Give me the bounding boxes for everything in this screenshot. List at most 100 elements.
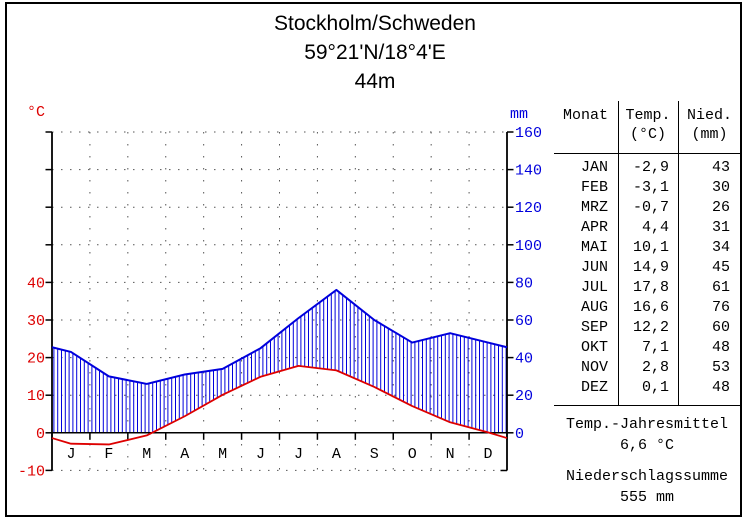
y-left-unit-label: °C [27, 104, 45, 121]
month-label: J [256, 446, 265, 463]
cell-month: JUL [580, 279, 608, 296]
station-coordinates: 59°21'N/18°4'E [304, 41, 446, 64]
month-label: M [218, 446, 227, 463]
month-label: O [408, 446, 417, 463]
cell-month: SEP [580, 319, 608, 336]
annual-temp-value: 6,6 °C [619, 437, 674, 454]
annual-precip-value: 555 mm [619, 489, 674, 506]
cell-precip: 53 [711, 359, 730, 376]
cell-month: JUN [580, 259, 608, 276]
cell-temp: -0,7 [632, 199, 669, 216]
cell-precip: 26 [711, 199, 730, 216]
cell-precip: 30 [711, 179, 730, 196]
col-header-precip: Nied. [686, 107, 732, 124]
table-row: JAN -2,9 43 [553, 158, 741, 178]
cell-month: OKT [580, 339, 608, 356]
col-header-temp-unit: (°C) [629, 126, 666, 143]
cell-precip: 45 [711, 259, 730, 276]
cell-precip: 34 [711, 239, 730, 256]
cell-month: DEZ [580, 379, 608, 396]
cell-temp: 16,6 [632, 299, 669, 316]
cell-precip: 61 [711, 279, 730, 296]
cell-temp: 0,1 [641, 379, 669, 396]
y-right-tick-label: 60 [515, 313, 533, 330]
y-right-tick-label: 120 [515, 200, 542, 217]
table-row: DEZ 0,1 48 [553, 378, 741, 398]
annual-temp-label: Temp.-Jahresmittel [565, 416, 729, 433]
cell-month: FEB [580, 179, 608, 196]
table-body: JAN -2,9 43 FEB -3,1 30 MRZ -0,7 26 APR … [553, 144, 741, 398]
cell-temp: 4,4 [641, 219, 669, 236]
month-label: M [142, 446, 151, 463]
cell-month: NOV [580, 359, 608, 376]
y-right-tick-label: 0 [515, 426, 524, 443]
y-right-tick-label: 100 [515, 238, 542, 255]
y-left-tick-label: 40 [27, 275, 45, 292]
climate-table: Monat Temp. (°C) Nied. (mm) JAN -2,9 43 … [553, 100, 741, 398]
table-row: SEP 12,2 60 [553, 318, 741, 338]
y-right-tick-label: 40 [515, 351, 533, 368]
y-left-tick-label: 0 [36, 426, 45, 443]
cell-precip: 31 [711, 219, 730, 236]
cell-temp: 17,8 [632, 279, 669, 296]
table-row: MRZ -0,7 26 [553, 198, 741, 218]
station-title: Stockholm/Schweden [274, 12, 476, 35]
cell-month: JAN [580, 159, 608, 176]
month-label: S [370, 446, 379, 463]
precipitation-curve [51, 288, 508, 385]
y-left-tick-label: 10 [27, 388, 45, 405]
spacer [553, 456, 741, 466]
table-header: Monat Temp. (°C) Nied. (mm) [553, 100, 741, 144]
col-header-month-unit [553, 125, 618, 144]
table-row: AUG 16,6 76 [553, 298, 741, 318]
y-right-tick-label: 140 [515, 163, 542, 180]
y-left-tick-label: 20 [27, 351, 45, 368]
y-left-tick-label: 30 [27, 313, 45, 330]
table-row: JUL 17,8 61 [553, 278, 741, 298]
col-header-month: Monat [562, 107, 608, 124]
table-divider [554, 405, 741, 406]
title-block: Stockholm/Schweden 59°21'N/18°4'E 44m [150, 9, 600, 96]
cell-temp: -3,1 [632, 179, 669, 196]
month-label: A [332, 446, 341, 463]
col-header-temp: Temp. [625, 107, 671, 124]
cell-precip: 43 [711, 159, 730, 176]
temperature-curve [51, 364, 508, 446]
station-elevation: 44m [354, 70, 396, 93]
col-header-precip-unit: (mm) [691, 126, 728, 143]
cell-precip: 48 [711, 379, 730, 396]
cell-precip: 48 [711, 339, 730, 356]
cell-temp: -2,9 [632, 159, 669, 176]
table-row: MAI 10,1 34 [553, 238, 741, 258]
cell-precip: 76 [711, 299, 730, 316]
month-label: J [66, 446, 75, 463]
cell-temp: 7,1 [641, 339, 669, 356]
annual-precip-label: Niederschlagssumme [565, 468, 729, 485]
cell-month: MRZ [580, 199, 608, 216]
table-divider [678, 101, 679, 405]
cell-temp: 2,8 [641, 359, 669, 376]
month-label: D [484, 446, 493, 463]
cell-precip: 60 [711, 319, 730, 336]
y-right-tick-label: 80 [515, 275, 533, 292]
table-row: FEB -3,1 30 [553, 178, 741, 198]
table-divider [554, 153, 741, 154]
month-label: A [180, 446, 189, 463]
month-label: F [104, 446, 113, 463]
month-label: N [446, 446, 455, 463]
cell-temp: 12,2 [632, 319, 669, 336]
table-row: APR 4,4 31 [553, 218, 741, 238]
y-right-tick-label: 20 [515, 388, 533, 405]
y-right-unit-label: mm [510, 106, 528, 123]
cell-temp: 10,1 [632, 239, 669, 256]
summary-block: Temp.-Jahresmittel 6,6 °C Niederschlagss… [553, 414, 741, 508]
cell-month: APR [580, 219, 608, 236]
month-label: J [294, 446, 303, 463]
cell-month: AUG [580, 299, 608, 316]
y-left-tick-label: -10 [18, 463, 45, 480]
y-right-tick-label: 160 [515, 125, 542, 142]
table-row: NOV 2,8 53 [553, 358, 741, 378]
table-row: JUN 14,9 45 [553, 258, 741, 278]
cell-month: MAI [580, 239, 608, 256]
